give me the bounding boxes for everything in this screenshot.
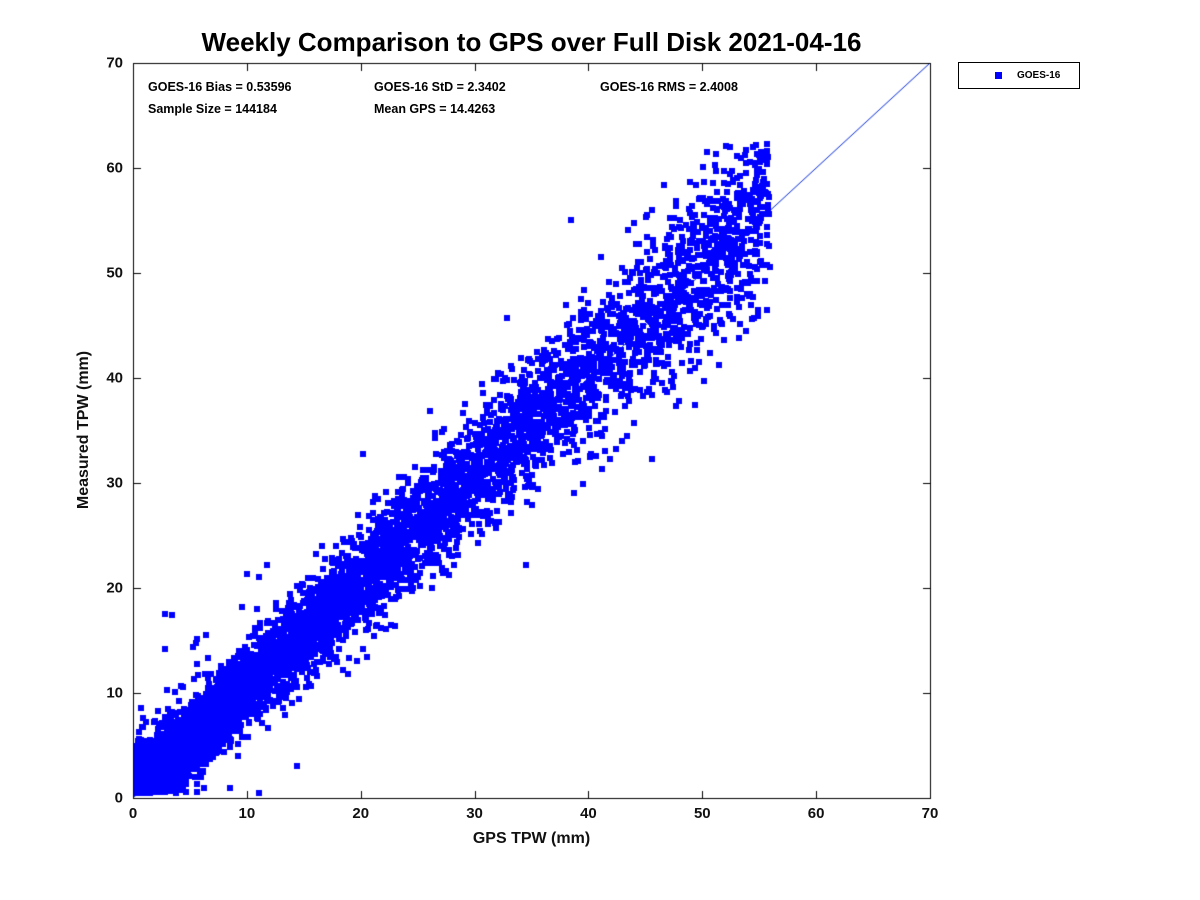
x-tick-label: 30 xyxy=(466,805,483,822)
y-tick-label: 70 xyxy=(106,54,123,72)
y-tick-label: 40 xyxy=(106,369,123,387)
x-tick-label: 50 xyxy=(693,805,711,822)
stat-std: GOES-16 StD = 2.3402 xyxy=(374,80,506,94)
stat-rms: GOES-16 RMS = 2.4008 xyxy=(600,80,738,94)
y-tick-label: 30 xyxy=(106,474,123,492)
x-tick-label: 10 xyxy=(238,805,256,822)
y-tick-label: 50 xyxy=(106,264,123,282)
legend-label: GOES-16 xyxy=(1017,70,1061,81)
x-tick-label: 0 xyxy=(128,805,138,822)
x-tick-label: 40 xyxy=(580,805,597,822)
x-tick-label: 20 xyxy=(352,805,370,822)
stat-bias: GOES-16 Bias = 0.53596 xyxy=(148,80,292,94)
chart-title: Weekly Comparison to GPS over Full Disk … xyxy=(201,27,862,57)
legend-marker-square-icon xyxy=(995,72,1002,79)
stat-mean-gps: Mean GPS = 14.4263 xyxy=(374,102,496,116)
y-tick-label: 20 xyxy=(106,579,123,597)
stat-sample-size: Sample Size = 144184 xyxy=(148,102,277,116)
x-tick-label: 70 xyxy=(921,805,939,822)
y-tick-label: 0 xyxy=(114,789,123,807)
x-tick-label: 60 xyxy=(807,805,825,822)
x-axis-label: GPS TPW (mm) xyxy=(472,830,591,847)
y-axis-label: Measured TPW (mm) xyxy=(75,350,92,510)
y-tick-label: 60 xyxy=(106,159,123,177)
y-tick-label: 10 xyxy=(106,684,123,702)
legend: GOES-16 xyxy=(958,62,1080,89)
